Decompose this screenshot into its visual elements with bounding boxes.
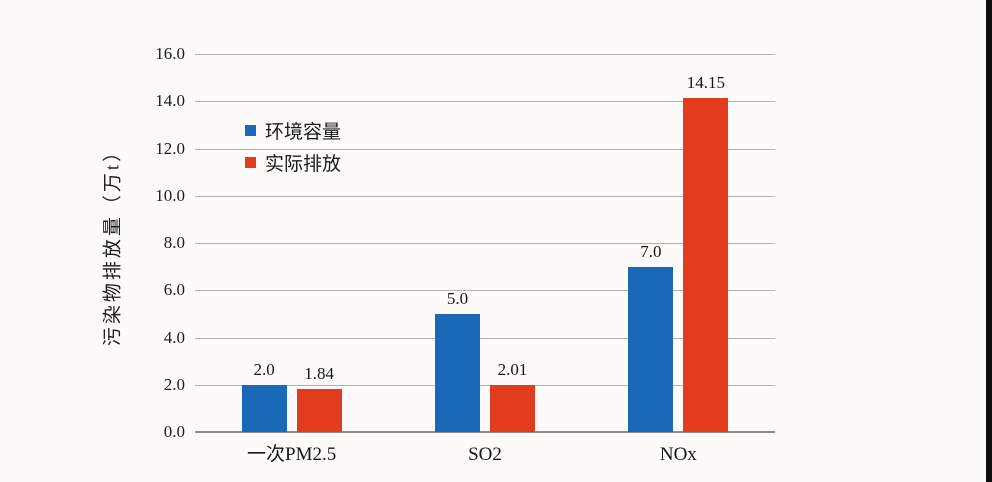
bar-env-capacity-nox [628,266,674,432]
x-axis-label-so2: SO2 [468,444,502,465]
y-tick-label: 4.0 [163,327,185,347]
bar-value-label: 2.01 [497,359,528,379]
y-tick-label: 10.0 [155,185,185,205]
y-tick-label: 2.0 [163,374,185,394]
bar-env-capacity-so2 [435,313,480,432]
bar-value-label: 5.0 [446,288,469,308]
gridline [195,148,775,150]
gridline [195,384,775,386]
bar-value-label: 1.84 [304,363,335,383]
legend-label: 实际排放 [265,153,342,175]
bar-value-label: 2.0 [253,359,275,379]
y-tick-label: 12.0 [155,138,185,158]
legend-item-env-capacity: 环境容量 [245,114,341,146]
legend-swatch-icon [245,156,256,168]
y-tick-label: 14.0 [155,91,185,111]
legend: 环境容量 实际排放 [245,114,341,178]
bar-value-label: 14.15 [686,72,725,92]
bar-value-label: 7.0 [640,241,662,261]
gridline [195,195,775,197]
bar-actual-emission-so2 [490,384,535,432]
y-tick-label: 16.0 [155,44,185,63]
x-axis-line [195,431,775,433]
bar-env-capacity-pm25 [241,384,287,432]
right-edge-strip [986,0,992,482]
y-tick-label: 0.0 [163,422,185,441]
gridline [195,337,775,339]
y-tick-label: 6.0 [163,280,185,300]
bar-actual-emission-pm25 [296,388,342,432]
y-axis-title: 污染物排放量（万t） [102,139,124,347]
bar-actual-emission-nox [683,97,729,432]
gridline [195,290,775,292]
gridline [195,101,775,103]
legend-item-actual-emission: 实际排放 [245,146,341,178]
x-axis-label-pm25: 一次PM2.5 [247,444,337,465]
legend-label: 环境容量 [265,121,342,143]
x-axis-label-nox: NOx [659,444,697,465]
y-tick-label: 8.0 [163,233,185,252]
gridline [195,243,775,244]
legend-swatch-icon [245,124,256,136]
gridline [195,54,775,55]
